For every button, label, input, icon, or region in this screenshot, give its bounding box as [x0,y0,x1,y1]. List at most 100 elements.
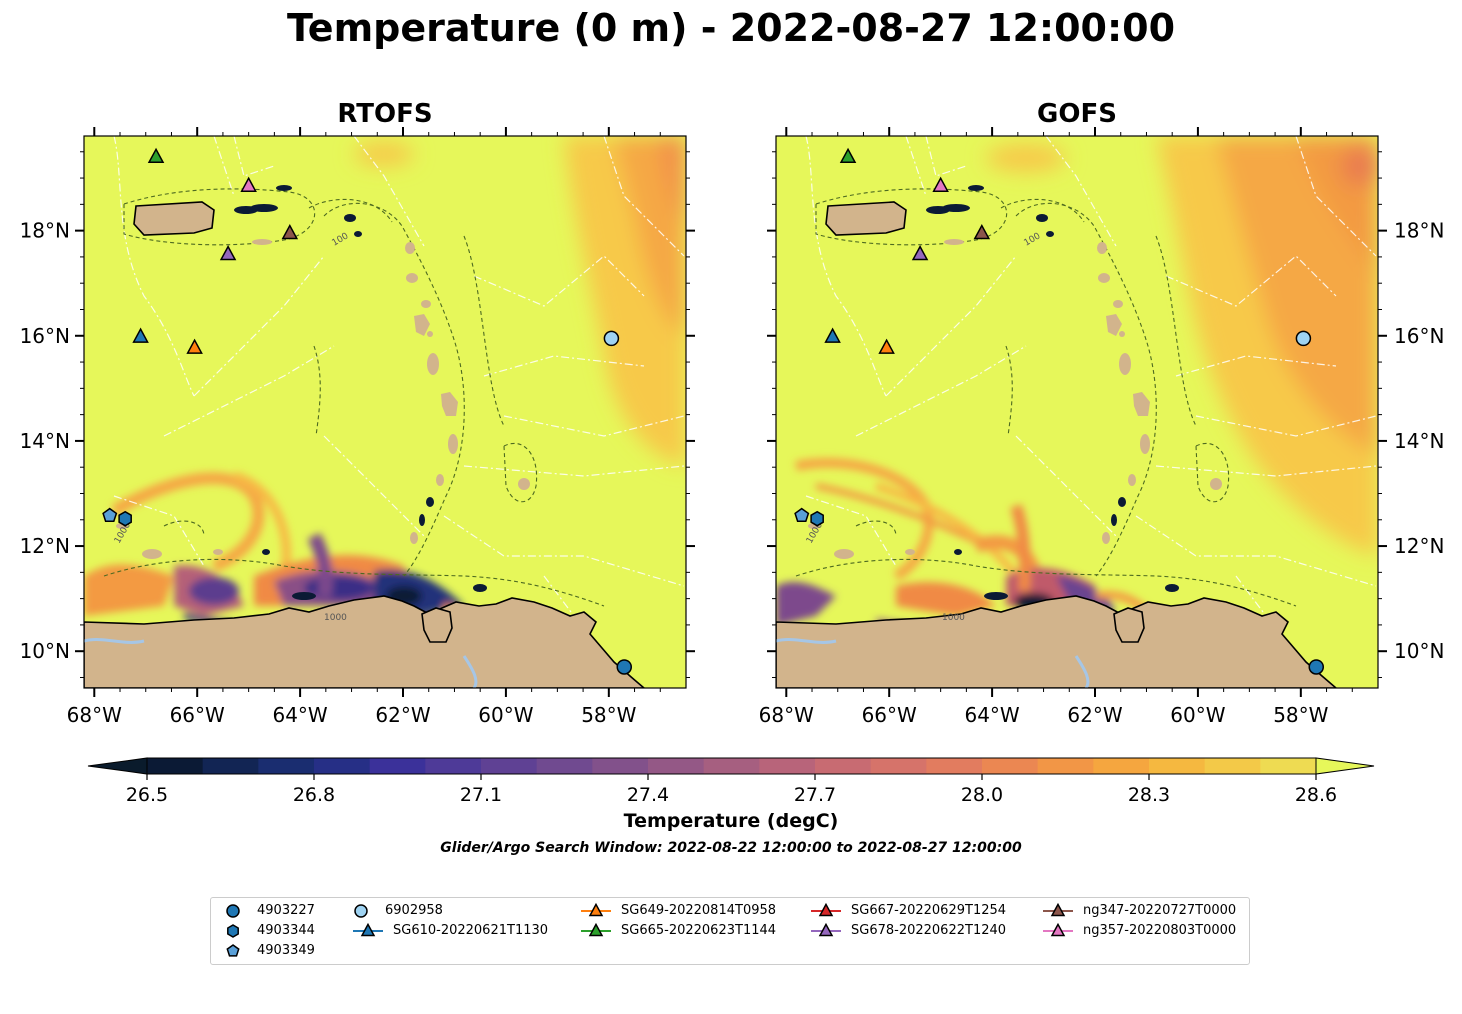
observation-marker-4903344 [810,510,824,527]
triangle-marker-icon [581,922,611,937]
triangle-marker-icon [1043,922,1073,937]
panel-title-gofs: GOFS [1037,99,1117,129]
latitude-tick-labels: 18°N 18°N 16°N 16°N 14°N 14°N 12°N 12°N 10°N 10°N [20,219,1445,664]
search-window-note: Glider/Argo Search Window: 2022-08-22 12… [440,840,1022,856]
colorbar-tick-label: 28.0 [961,784,1003,806]
map-panel-rtofs: 1000 100 1000 [75,127,695,697]
lon-tick-label: 66°W [862,703,917,727]
page-title: Temperature (0 m) - 2022-08-27 12:00:00 [286,6,1176,50]
lat-tick-label-left: 16°N [20,324,70,348]
lat-tick-label-right: 16°N [1394,324,1444,348]
lon-tick-label: 60°W [478,703,533,727]
lat-tick-label-right: 12°N [1394,534,1444,558]
observation-marker-6902958 [1295,330,1312,347]
lat-tick-label-left: 14°N [20,429,70,453]
observation-marker-ng347-20220727t0000 [973,223,991,240]
legend-item: SG649-20220814T0958 [579,902,776,918]
observation-marker-4903349 [102,507,118,522]
lon-tick-label: 66°W [170,703,225,727]
legend-item: ng357-20220803T0000 [1041,922,1236,938]
observation-marker-sg649-20220814t0958 [878,338,895,354]
lat-tick-label-left: 10°N [20,639,70,663]
observation-marker-4903227 [1308,659,1325,675]
triangle-marker-icon [811,922,841,937]
lon-tick-label: 64°W [272,703,327,727]
legend-label: ng347-20220727T0000 [1083,902,1237,918]
colorbar-tick-label: 27.1 [460,784,502,806]
observation-marker-sg678-20220622t1240 [911,245,929,261]
observation-marker-ng347-20220727t0000 [281,223,299,240]
legend: 4903227 4903344 4903349 6902958 SG610-202206… [210,897,1250,965]
observation-markers-gofs [794,147,1325,675]
lon-tick-label: 64°W [964,703,1019,727]
svg-text:1000: 1000 [324,613,347,623]
legend-item: SG667-20220629T1254 [809,902,1006,918]
circle-marker-icon [354,904,368,918]
lon-tick-label: 68°W [67,703,122,727]
triangle-marker-icon [581,902,611,917]
lon-tick-label: 62°W [1067,703,1122,727]
colorbar [87,757,1375,775]
hexagon-marker-icon [227,924,239,938]
legend-label: SG649-20220814T0958 [621,902,777,918]
observation-marker-sg610-20220621t1130 [824,327,841,343]
circle-marker-icon [226,904,240,918]
observation-marker-sg649-20220814t0958 [186,338,203,354]
colorbar-tick-label: 26.8 [293,784,335,806]
lat-tick-label-right: 14°N [1394,429,1444,453]
legend-label: SG665-20220623T1144 [621,922,777,938]
lat-tick-label-right: 18°N [1394,219,1444,243]
legend-label: 4903349 [257,942,315,958]
legend-item: SG665-20220623T1144 [579,922,776,938]
legend-item: 4903349 [223,942,315,958]
observation-marker-ng357-20220803t0000 [932,176,949,192]
lon-tick-label: 60°W [1170,703,1225,727]
observation-marker-4903344 [118,510,132,527]
svg-text:1000: 1000 [942,613,965,623]
triangle-marker-icon [1043,902,1073,917]
colorbar-tick-label: 28.6 [1295,784,1337,806]
map-frame [775,135,1379,689]
legend-item: 4903227 [223,902,315,918]
legend-label: SG610-20220621T1130 [393,922,549,938]
observation-marker-6902958 [603,330,620,347]
legend-label: SG678-20220622T1240 [851,922,1007,938]
observation-marker-sg665-20220623t1144 [147,147,165,164]
colorbar-title: Temperature (degC) [623,810,839,832]
lat-tick-label-left: 18°N [20,219,70,243]
legend-item: SG678-20220622T1240 [809,922,1006,938]
colorbar-tick-label: 28.3 [1128,784,1170,806]
colorbar-tick-label: 26.5 [126,784,168,806]
lat-tick-label-left: 12°N [20,534,70,558]
tick-marks-rtofs [75,127,695,697]
legend-item: 6902958 [351,902,443,918]
lat-tick-label-right: 10°N [1394,639,1444,663]
observation-marker-sg610-20220621t1130 [132,327,149,343]
pentagon-marker-icon [226,944,240,957]
legend-label: ng357-20220803T0000 [1083,922,1237,938]
panel-title-rtofs: RTOFS [337,99,433,129]
triangle-marker-icon [353,922,383,937]
legend-label: 6902958 [385,902,443,918]
observation-marker-4903349 [794,507,810,522]
observation-marker-sg678-20220622t1240 [219,245,237,261]
observation-marker-sg665-20220623t1144 [839,147,857,164]
legend-label: 4903344 [257,922,315,938]
observation-marker-ng357-20220803t0000 [240,176,257,192]
lon-tick-label: 58°W [581,703,636,727]
lon-tick-label: 58°W [1273,703,1328,727]
legend-item: 4903344 [223,922,315,938]
observation-marker-4903227 [616,659,633,675]
lon-tick-label: 68°W [759,703,814,727]
legend-label: 4903227 [257,902,315,918]
triangle-marker-icon [811,902,841,917]
colorbar-tick-label: 27.7 [794,784,836,806]
observation-markers-rtofs [102,147,633,675]
tick-marks-gofs [767,127,1387,697]
legend-item: SG610-20220621T1130 [351,922,548,938]
legend-label: SG667-20220629T1254 [851,902,1007,918]
legend-item: ng347-20220727T0000 [1041,902,1236,918]
longitude-tick-labels: 68°W 66°W 64°W 62°W 60°W 58°W 68°W 66°W 64°W 62°W… [67,703,1329,727]
map-frame [83,135,687,689]
lon-tick-label: 62°W [375,703,430,727]
